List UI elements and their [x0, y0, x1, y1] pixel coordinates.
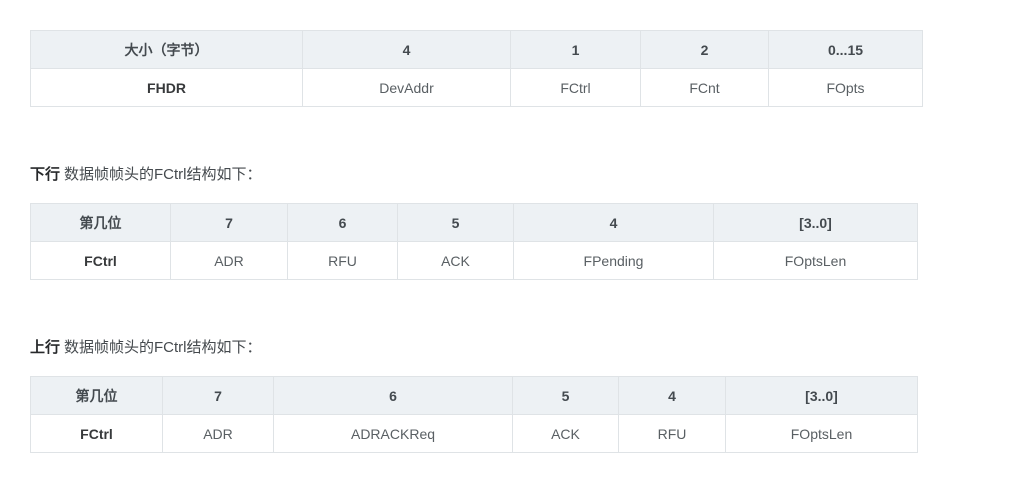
uplink-note: 上行 数据帧帧头的FCtrl结构如下： [30, 338, 925, 358]
row-label-cell: FCtrl [30, 241, 171, 280]
table-row: FCtrl ADR RFU ACK FPending FOptsLen [30, 241, 918, 280]
table-cell: FPending [513, 241, 714, 280]
table-cell: DevAddr [302, 68, 511, 107]
header-cell: 5 [397, 203, 514, 242]
table-header-row: 第几位 7 6 5 4 [3..0] [30, 376, 918, 415]
table-row: FHDR DevAddr FCtrl FCnt FOpts [30, 68, 923, 107]
table-cell: ACK [512, 414, 619, 453]
table-cell: ACK [397, 241, 514, 280]
downlink-note-text: 数据帧帧头的FCtrl结构如下： [64, 166, 262, 183]
header-cell: 7 [170, 203, 288, 242]
header-cell: 4 [302, 30, 511, 69]
table-row: FCtrl ADR ADRACKReq ACK RFU FOptsLen [30, 414, 918, 453]
header-cell: 4 [513, 203, 714, 242]
uplink-note-text: 数据帧帧头的FCtrl结构如下： [64, 339, 262, 356]
table-cell: FCtrl [510, 68, 641, 107]
table-header-row: 大小（字节） 4 1 2 0...15 [30, 30, 923, 69]
header-cell: 1 [510, 30, 641, 69]
header-cell: 第几位 [30, 376, 163, 415]
downlink-note-lead: 下行 [30, 166, 61, 183]
uplink-note-lead: 上行 [30, 339, 61, 356]
header-cell: 第几位 [30, 203, 171, 242]
header-cell: 6 [287, 203, 398, 242]
document-content: 大小（字节） 4 1 2 0...15 FHDR DevAddr FCtrl F… [30, 30, 925, 453]
header-cell: 6 [273, 376, 513, 415]
fctrl-uplink-table: 第几位 7 6 5 4 [3..0] FCtrl ADR ADRACKReq A… [30, 376, 918, 453]
header-cell: 0...15 [768, 30, 923, 69]
fctrl-downlink-table: 第几位 7 6 5 4 [3..0] FCtrl ADR RFU ACK FPe… [30, 203, 918, 280]
row-label-cell: FHDR [30, 68, 303, 107]
table-cell: FOptsLen [725, 414, 918, 453]
header-cell: 大小（字节） [30, 30, 303, 69]
downlink-note: 下行 数据帧帧头的FCtrl结构如下： [30, 165, 925, 185]
header-cell: 7 [162, 376, 274, 415]
table-cell: ADR [170, 241, 288, 280]
table-header-row: 第几位 7 6 5 4 [3..0] [30, 203, 918, 242]
table-cell: FCnt [640, 68, 769, 107]
table-cell: FOptsLen [713, 241, 918, 280]
table-cell: ADR [162, 414, 274, 453]
header-cell: [3..0] [713, 203, 918, 242]
table-cell: FOpts [768, 68, 923, 107]
header-cell: [3..0] [725, 376, 918, 415]
fhdr-structure-table: 大小（字节） 4 1 2 0...15 FHDR DevAddr FCtrl F… [30, 30, 923, 107]
table-cell: RFU [618, 414, 726, 453]
row-label-cell: FCtrl [30, 414, 163, 453]
header-cell: 2 [640, 30, 769, 69]
table-cell: RFU [287, 241, 398, 280]
table-cell: ADRACKReq [273, 414, 513, 453]
header-cell: 4 [618, 376, 726, 415]
header-cell: 5 [512, 376, 619, 415]
